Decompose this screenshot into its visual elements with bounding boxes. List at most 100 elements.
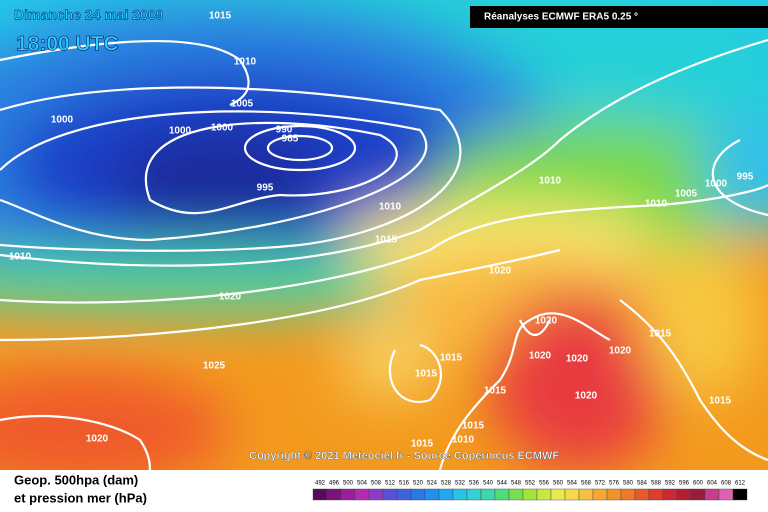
scale-swatch xyxy=(396,488,412,501)
isobar-label: 1000 xyxy=(51,115,74,126)
source: Réanalyses ECMWF ERA5 0.25 ° xyxy=(484,12,638,23)
scale-label: 532 xyxy=(455,481,466,487)
scale-label: 536 xyxy=(469,481,480,487)
scale-label: 552 xyxy=(525,481,536,487)
isobar-label: 1020 xyxy=(535,316,558,327)
isobar-label: 1025 xyxy=(203,361,226,372)
isobars xyxy=(0,38,768,470)
scale-swatch xyxy=(326,488,342,501)
scale-swatch xyxy=(382,488,398,501)
scale-label: 492 xyxy=(315,481,326,487)
scale-label: 500 xyxy=(343,481,354,487)
scale-swatch xyxy=(410,488,426,501)
scale-swatch xyxy=(508,488,524,501)
scale-swatch xyxy=(592,488,608,501)
scale-swatch xyxy=(578,488,594,501)
scale-label: 580 xyxy=(623,481,634,487)
isobar-label: 1020 xyxy=(86,434,109,445)
isobar-label: 990 xyxy=(276,125,293,136)
date: Dimanche 24 mai 2009 xyxy=(14,7,164,23)
time: 18:00 UTC xyxy=(16,33,119,56)
scale-swatch xyxy=(480,488,496,501)
scale-label: 504 xyxy=(357,481,368,487)
source-box xyxy=(470,6,768,28)
scale-swatch xyxy=(718,488,734,501)
scale-label: 508 xyxy=(371,481,382,487)
scale-label: 600 xyxy=(693,481,704,487)
field xyxy=(0,0,768,470)
scale-label: 544 xyxy=(497,481,508,487)
scale-swatch xyxy=(732,488,748,501)
scale-label: 548 xyxy=(511,481,522,487)
scale-label: 540 xyxy=(483,481,494,487)
isobar-label: 995 xyxy=(257,183,274,194)
scale-label: 496 xyxy=(329,481,340,487)
scale-swatch xyxy=(634,488,650,501)
scale-label: 528 xyxy=(441,481,452,487)
scale-label: 512 xyxy=(385,481,396,487)
scale-label: 560 xyxy=(553,481,564,487)
isobar-label: 1005 xyxy=(231,99,254,110)
scale-swatch xyxy=(662,488,678,501)
scale-swatch xyxy=(676,488,692,501)
isobar-label: 1020 xyxy=(489,266,512,277)
isobar-label: 1015 xyxy=(411,439,434,450)
scale-swatch xyxy=(606,488,622,501)
isobar-label: 1010 xyxy=(645,199,668,210)
scale-label: 592 xyxy=(665,481,676,487)
scale-swatch xyxy=(620,488,636,501)
isobar-label: 1020 xyxy=(219,292,242,303)
isobar-label: 1000 xyxy=(705,179,728,190)
scale-label: 588 xyxy=(651,481,662,487)
isobar-label: 1000 xyxy=(169,126,192,137)
scale-swatch xyxy=(550,488,566,501)
isobar-label: 1015 xyxy=(462,421,485,432)
isobar-label: 985 xyxy=(282,134,299,145)
copyright: Copyright © 2021 Meteociel.fr - Source C… xyxy=(249,450,559,462)
isobar-label: 1010 xyxy=(539,176,562,187)
scale-label: 568 xyxy=(581,481,592,487)
scale-swatch xyxy=(494,488,510,501)
scale-label: 608 xyxy=(721,481,732,487)
scale-label: 556 xyxy=(539,481,550,487)
scale-swatch xyxy=(522,488,538,501)
scale-label: 524 xyxy=(427,481,438,487)
isobar-label: 1015 xyxy=(649,329,672,340)
scale-label: 572 xyxy=(595,481,606,487)
isobar-label: 1020 xyxy=(566,354,589,365)
scale-swatch xyxy=(452,488,468,501)
scale-swatch xyxy=(704,488,720,501)
isobar-label: 995 xyxy=(737,172,754,183)
isobar-label: 1015 xyxy=(209,11,232,22)
scale-label: 612 xyxy=(735,481,746,487)
isobar-label: 1015 xyxy=(709,396,732,407)
isobar-label: 1015 xyxy=(440,353,463,364)
scale-swatch xyxy=(312,488,328,501)
scale-label: 516 xyxy=(399,481,410,487)
isobar-label: 1010 xyxy=(379,202,402,213)
scale-label: 604 xyxy=(707,481,718,487)
isobar-label: 1020 xyxy=(529,351,552,362)
isobar-label: 1015 xyxy=(415,369,438,380)
scale-label: 576 xyxy=(609,481,620,487)
color-scale: 492 496 500 504 508 512 516 520 524 528 532 536 540 5… xyxy=(312,481,748,501)
isobar-label: 1000 xyxy=(211,123,234,134)
isobar-label: 1005 xyxy=(675,189,698,200)
scale-swatch xyxy=(466,488,482,501)
isobar-label: 1015 xyxy=(484,386,507,397)
scale-label: 596 xyxy=(679,481,690,487)
scale-swatch xyxy=(368,488,384,501)
isobar-label: 1015 xyxy=(375,235,398,246)
scale-swatch xyxy=(536,488,552,501)
legend-title: Geop. 500hpa (dam) xyxy=(14,472,138,487)
scale-swatch xyxy=(690,488,706,501)
scale-swatch xyxy=(424,488,440,501)
isobar-label: 1010 xyxy=(9,252,32,263)
scale-label: 520 xyxy=(413,481,424,487)
legend-title: et pression mer (hPa) xyxy=(14,490,147,505)
scale-swatch xyxy=(438,488,454,501)
isobar-label: 1020 xyxy=(575,391,598,402)
scale-swatch xyxy=(564,488,580,501)
